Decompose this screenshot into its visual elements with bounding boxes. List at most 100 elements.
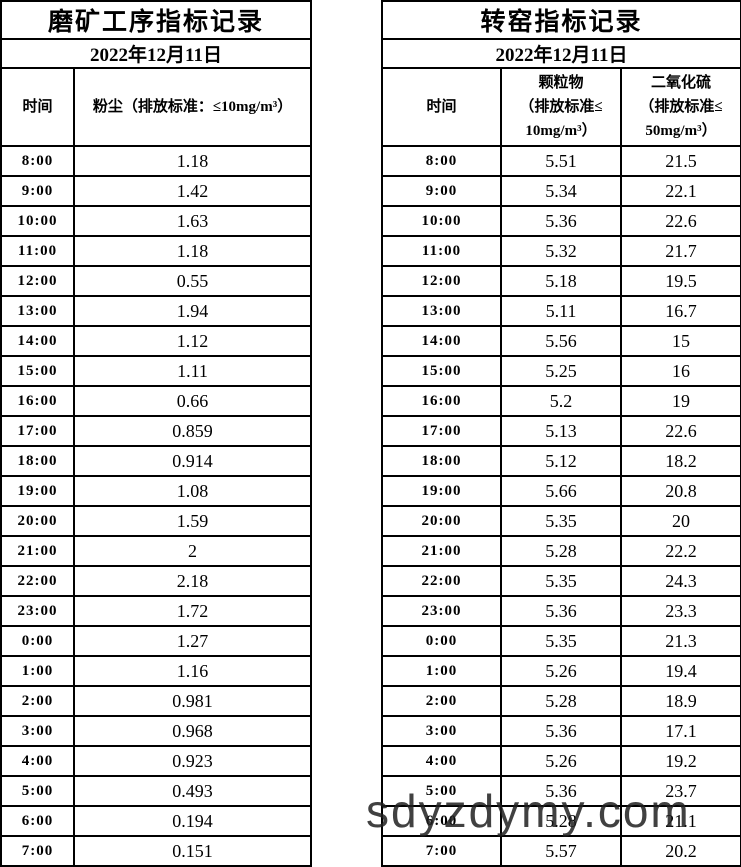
time-cell: 16:00 bbox=[0, 385, 75, 417]
time-cell: 1:00 bbox=[381, 655, 502, 687]
so2-value-cell: 19.2 bbox=[620, 745, 741, 777]
pm-value-cell: 5.51 bbox=[500, 145, 622, 177]
time-cell: 17:00 bbox=[0, 415, 75, 447]
dust-value-cell: 2.18 bbox=[72, 565, 313, 597]
so2-value-cell: 19.4 bbox=[620, 655, 741, 687]
time-cell: 23:00 bbox=[0, 595, 75, 627]
time-cell: 21:00 bbox=[0, 535, 75, 567]
time-cell: 5:00 bbox=[0, 775, 75, 807]
time-cell: 16:00 bbox=[381, 385, 502, 417]
time-cell: 14:00 bbox=[0, 325, 75, 357]
dust-value-cell: 0.981 bbox=[72, 685, 313, 717]
table-row: 3:00 0.968 bbox=[0, 715, 313, 747]
time-cell: 5:00 bbox=[381, 775, 502, 807]
table-row: 1:00 1.16 bbox=[0, 655, 313, 687]
table-row: 22:00 5.35 24.3 bbox=[381, 565, 741, 597]
grinding-date-row: 2022年12月11日 bbox=[0, 38, 313, 69]
pm-value-cell: 5.57 bbox=[500, 835, 622, 867]
pm-value-cell: 5.32 bbox=[500, 235, 622, 267]
table-row: 6:00 0.194 bbox=[0, 805, 313, 837]
so2-value-cell: 21.5 bbox=[620, 145, 741, 177]
dust-value-cell: 1.42 bbox=[72, 175, 313, 207]
pm-value-cell: 5.26 bbox=[500, 745, 622, 777]
dust-value-cell: 1.72 bbox=[72, 595, 313, 627]
table-row: 17:00 0.859 bbox=[0, 415, 313, 447]
so2-value-cell: 19 bbox=[620, 385, 741, 417]
time-cell: 11:00 bbox=[0, 235, 75, 267]
table-row: 23:00 1.72 bbox=[0, 595, 313, 627]
grinding-table-date: 2022年12月11日 bbox=[0, 38, 313, 69]
table-row: 2:00 5.28 18.9 bbox=[381, 685, 741, 717]
time-cell: 19:00 bbox=[0, 475, 75, 507]
table-row: 22:00 2.18 bbox=[0, 565, 313, 597]
dust-value-cell: 1.16 bbox=[72, 655, 313, 687]
time-cell: 0:00 bbox=[381, 625, 502, 657]
table-row: 21:00 2 bbox=[0, 535, 313, 567]
kiln-pm-column-header: 颗粒物 （排放标准≤ 10mg/m³） bbox=[500, 67, 622, 147]
table-row: 14:00 5.56 15 bbox=[381, 325, 741, 357]
time-cell: 18:00 bbox=[0, 445, 75, 477]
pm-value-cell: 5.36 bbox=[500, 595, 622, 627]
table-row: 16:00 5.2 19 bbox=[381, 385, 741, 417]
table-row: 0:00 5.35 21.3 bbox=[381, 625, 741, 657]
time-cell: 12:00 bbox=[0, 265, 75, 297]
so2-value-cell: 15 bbox=[620, 325, 741, 357]
so2-value-cell: 23.3 bbox=[620, 595, 741, 627]
so2-value-cell: 21.7 bbox=[620, 235, 741, 267]
time-cell: 4:00 bbox=[381, 745, 502, 777]
kiln-date-row: 2022年12月11日 bbox=[381, 38, 741, 69]
time-cell: 7:00 bbox=[0, 835, 75, 867]
dust-value-cell: 0.66 bbox=[72, 385, 313, 417]
time-cell: 9:00 bbox=[381, 175, 502, 207]
dust-value-cell: 1.94 bbox=[72, 295, 313, 327]
time-cell: 20:00 bbox=[381, 505, 502, 537]
grinding-process-table: 磨矿工序指标记录 2022年12月11日 时间 粉尘（排放标准：≤10mg/m³… bbox=[0, 0, 313, 867]
time-cell: 22:00 bbox=[381, 565, 502, 597]
pm-value-cell: 5.11 bbox=[500, 295, 622, 327]
dust-value-cell: 1.12 bbox=[72, 325, 313, 357]
table-row: 1:00 5.26 19.4 bbox=[381, 655, 741, 687]
table-row: 3:00 5.36 17.1 bbox=[381, 715, 741, 747]
table-row: 10:00 5.36 22.6 bbox=[381, 205, 741, 237]
so2-value-cell: 22.1 bbox=[620, 175, 741, 207]
pm-value-cell: 5.28 bbox=[500, 805, 622, 837]
so2-value-cell: 23.7 bbox=[620, 775, 741, 807]
table-row: 5:00 0.493 bbox=[0, 775, 313, 807]
dust-value-cell: 1.11 bbox=[72, 355, 313, 387]
so2-value-cell: 20.8 bbox=[620, 475, 741, 507]
table-row: 20:00 1.59 bbox=[0, 505, 313, 537]
table-row: 9:00 1.42 bbox=[0, 175, 313, 207]
kiln-table-body: 8:00 5.51 21.5 9:00 5.34 22.1 10:00 5.36 22.6 11:… bbox=[381, 145, 741, 867]
time-cell: 3:00 bbox=[0, 715, 75, 747]
dust-value-cell: 2 bbox=[72, 535, 313, 567]
dust-value-cell: 1.18 bbox=[72, 235, 313, 267]
kiln-title-row: 转窑指标记录 bbox=[381, 0, 741, 40]
time-cell: 15:00 bbox=[381, 355, 502, 387]
dust-value-cell: 0.194 bbox=[72, 805, 313, 837]
time-cell: 7:00 bbox=[381, 835, 502, 867]
kiln-time-column-header: 时间 bbox=[381, 67, 502, 147]
time-cell: 20:00 bbox=[0, 505, 75, 537]
so2-value-cell: 22.6 bbox=[620, 205, 741, 237]
dust-value-cell: 1.59 bbox=[72, 505, 313, 537]
time-cell: 6:00 bbox=[381, 805, 502, 837]
time-cell: 3:00 bbox=[381, 715, 502, 747]
table-row: 7:00 5.57 20.2 bbox=[381, 835, 741, 867]
table-row: 4:00 0.923 bbox=[0, 745, 313, 777]
dust-value-cell: 0.151 bbox=[72, 835, 313, 867]
pm-value-cell: 5.66 bbox=[500, 475, 622, 507]
time-cell: 9:00 bbox=[0, 175, 75, 207]
pm-value-cell: 5.35 bbox=[500, 565, 622, 597]
time-cell: 17:00 bbox=[381, 415, 502, 447]
time-cell: 13:00 bbox=[381, 295, 502, 327]
time-cell: 13:00 bbox=[0, 295, 75, 327]
grinding-table-body: 8:00 1.18 9:00 1.42 10:00 1.63 11:00 1.18 12:00 0… bbox=[0, 145, 313, 867]
so2-value-cell: 20 bbox=[620, 505, 741, 537]
grinding-dust-column-header: 粉尘（排放标准：≤10mg/m³） bbox=[72, 67, 313, 147]
pm-value-cell: 5.35 bbox=[500, 505, 622, 537]
kiln-table-date: 2022年12月11日 bbox=[381, 38, 741, 69]
table-row: 2:00 0.981 bbox=[0, 685, 313, 717]
dust-value-cell: 0.493 bbox=[72, 775, 313, 807]
kiln-header-row: 时间 颗粒物 （排放标准≤ 10mg/m³） 二氧化硫 （排放标准≤ 50mg/… bbox=[381, 67, 741, 147]
